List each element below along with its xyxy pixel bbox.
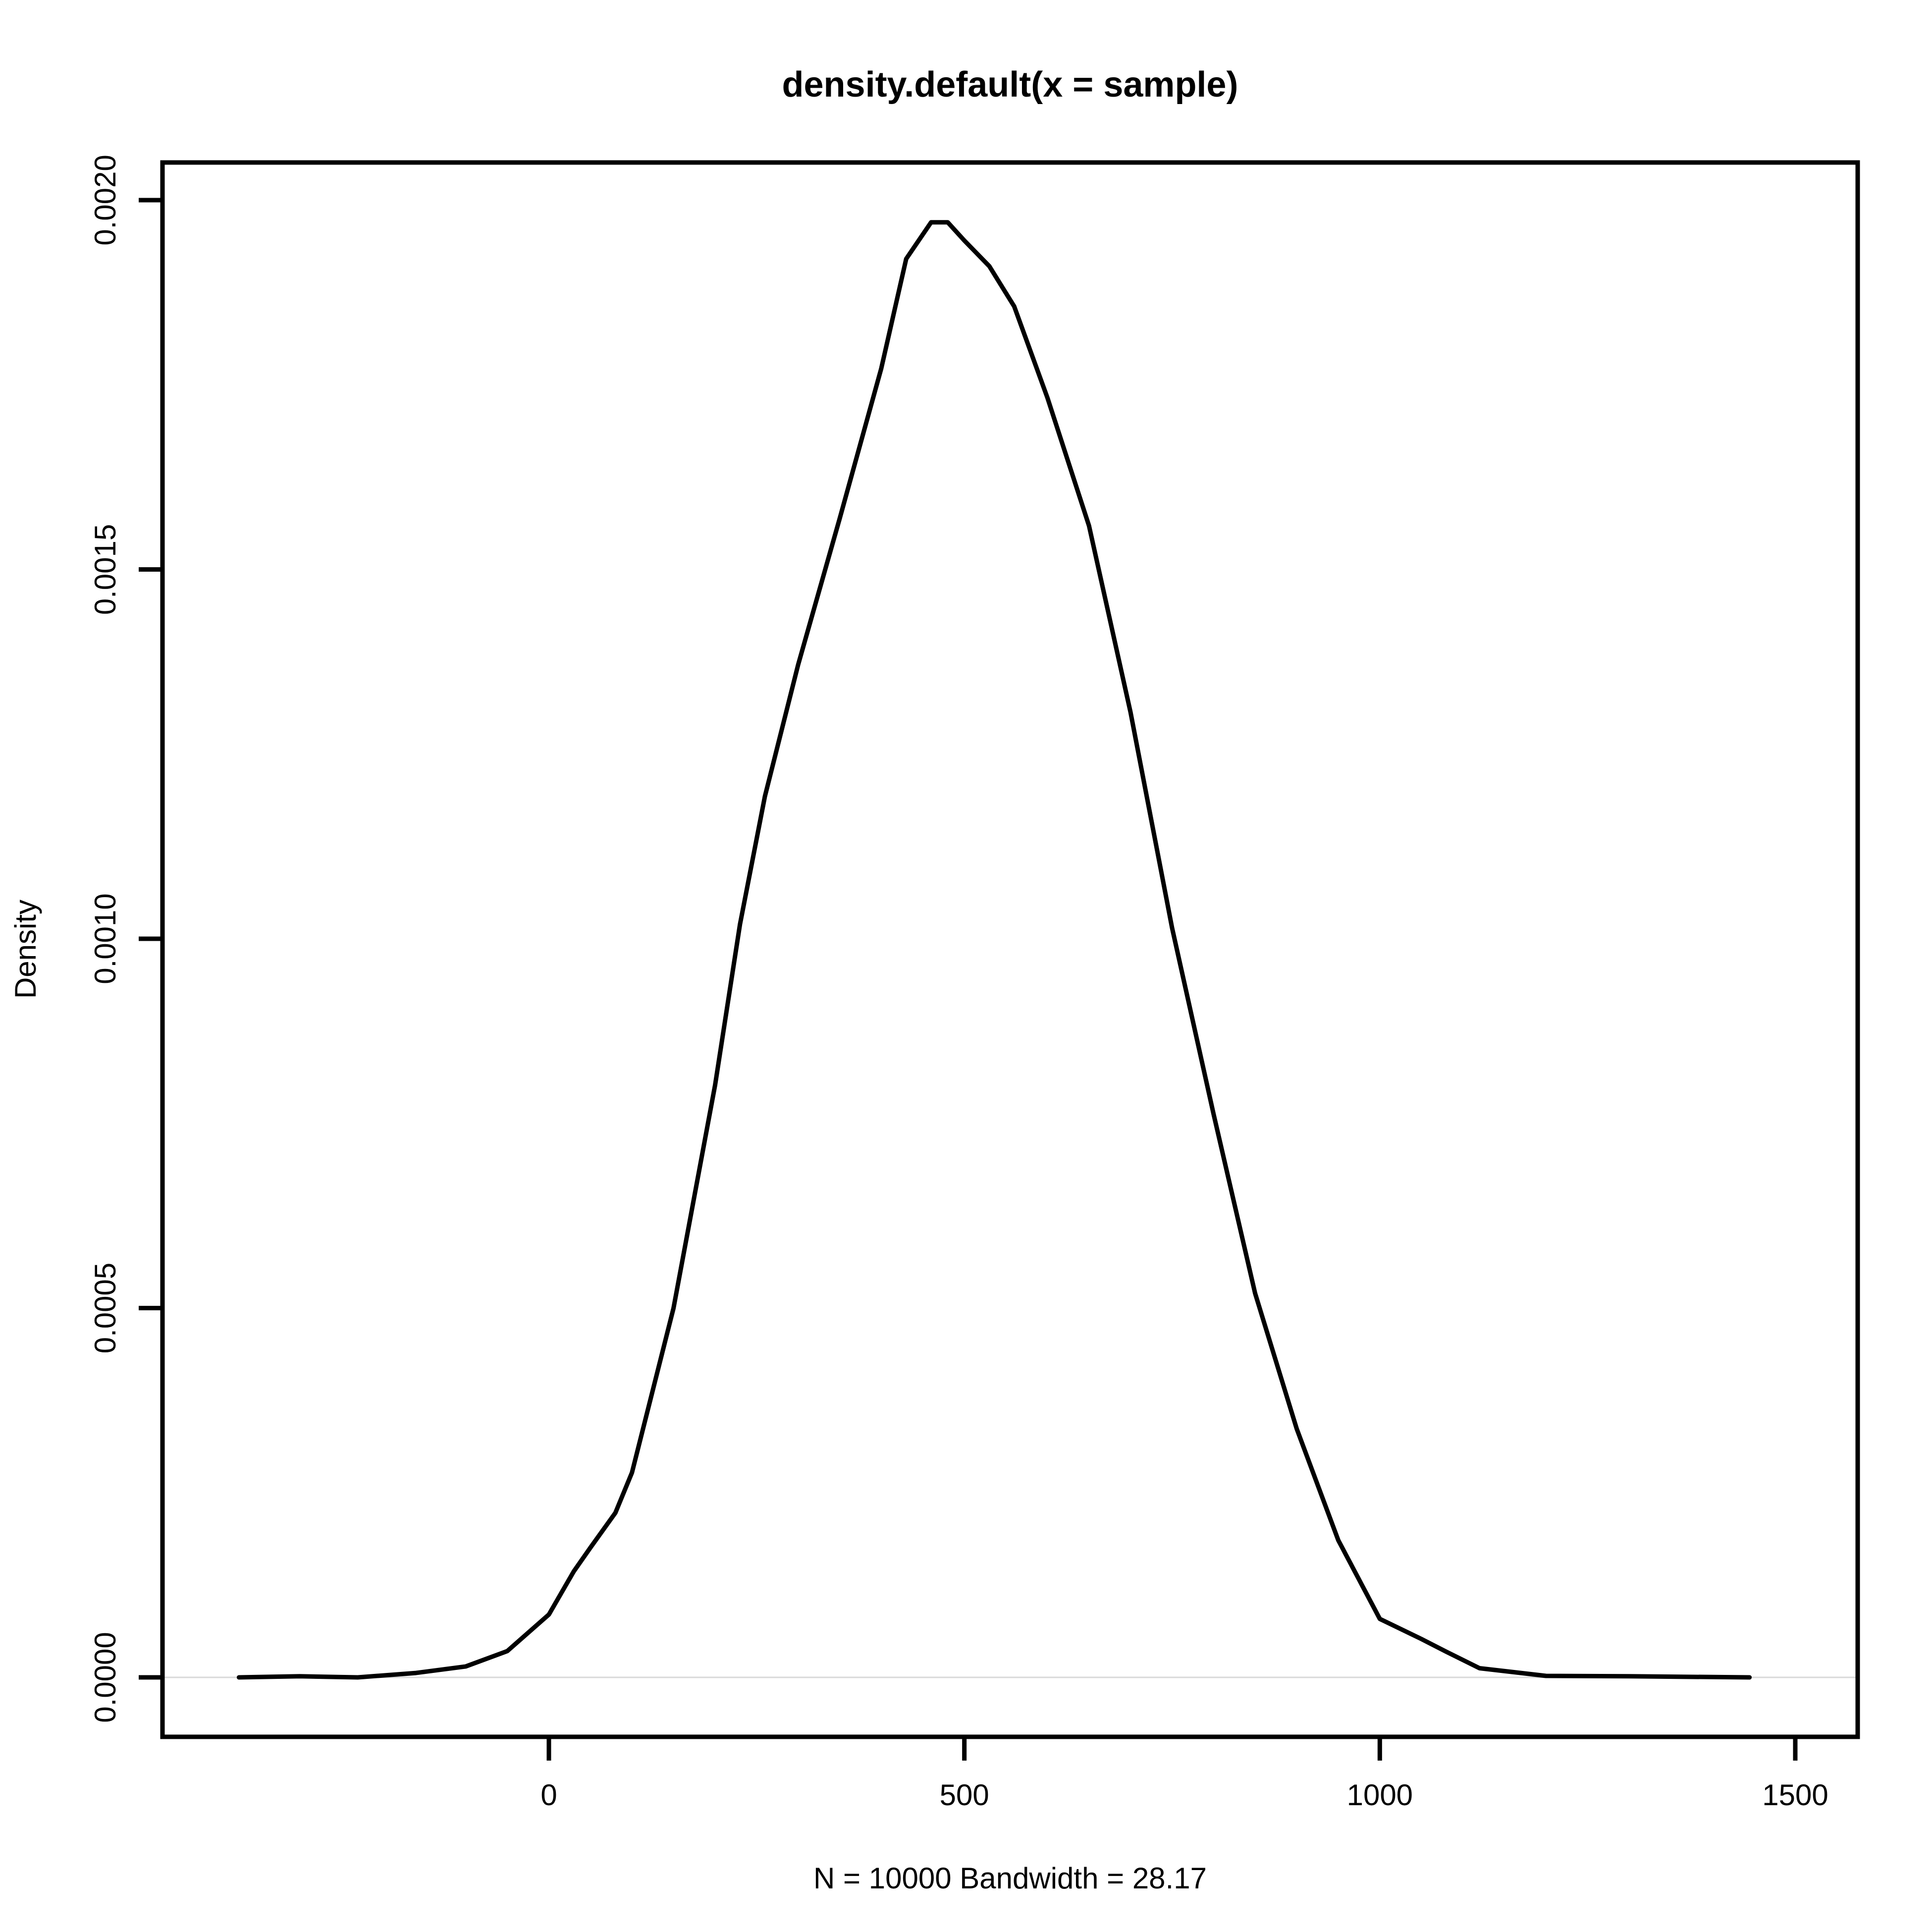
x-tick-label: 500 [940,1778,989,1812]
x-axis-label: N = 10000 Bandwidth = 28.17 [813,1862,1207,1895]
plot-frame [160,160,1860,1739]
y-tick-label: 0.0005 [89,1263,122,1354]
x-tick-label: 0 [540,1778,557,1812]
density-curve [236,220,1752,1680]
y-axis: 0.0000 0.0005 0.0010 0.0015 0.0020 [89,155,162,1723]
y-tick-label: 0.0010 [89,893,122,984]
y-tick-label: 0.0015 [89,524,122,615]
x-tick-label: 1500 [1762,1778,1828,1812]
y-tick-label: 0.0000 [89,1632,122,1723]
chart-title: density.default(x = sample) [782,65,1238,105]
x-axis: 0 500 1000 1500 [540,1734,1828,1812]
x-tick-label: 1000 [1347,1778,1413,1812]
plot-area [160,160,1860,1739]
y-tick-label: 0.0020 [89,155,122,246]
y-axis-label: Density [9,900,42,999]
